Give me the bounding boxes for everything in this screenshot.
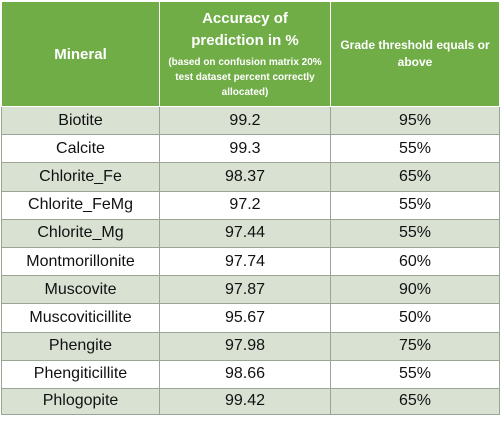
header-accuracy-title: Accuracy of prediction in % (191, 10, 299, 49)
cell-mineral: Calcite (1, 134, 160, 164)
cell-accuracy: 99.2 (159, 105, 331, 136)
cell-accuracy: 95.67 (159, 303, 331, 333)
cell-grade: 55% (330, 218, 500, 248)
table-row: Chlorite_Mg 97.44 55% (1, 218, 500, 248)
cell-grade: 50% (330, 303, 500, 333)
cell-grade: 65% (330, 387, 500, 415)
cell-mineral: Phlogopite (1, 387, 160, 415)
cell-mineral: Muscovite (1, 275, 160, 305)
cell-mineral: Muscoviticillite (1, 303, 160, 333)
header-row: Mineral Accuracy of prediction in % (bas… (1, 1, 500, 107)
cell-mineral: Phengite (1, 331, 160, 361)
cell-accuracy: 99.3 (159, 134, 331, 164)
cell-accuracy: 97.2 (159, 190, 331, 220)
cell-mineral: Chlorite_Mg (1, 218, 160, 248)
cell-grade: 90% (330, 275, 500, 305)
mineral-accuracy-table: Mineral Accuracy of prediction in % (bas… (1, 1, 500, 415)
cell-accuracy: 97.98 (159, 331, 331, 361)
table-row: Chlorite_Fe 98.37 65% (1, 162, 500, 192)
table-row: Biotite 99.2 95% (1, 105, 500, 136)
cell-accuracy: 97.44 (159, 218, 331, 248)
cell-mineral: Chlorite_Fe (1, 162, 160, 192)
header-grade: Grade threshold equals or above (330, 1, 500, 107)
cell-accuracy: 98.66 (159, 359, 331, 389)
cell-mineral: Montmorillonite (1, 246, 160, 277)
table-row: Chlorite_FeMg 97.2 55% (1, 190, 500, 220)
cell-grade: 60% (330, 246, 500, 277)
header-accuracy-subtitle: (based on confusion matrix 20% test data… (168, 57, 322, 98)
cell-grade: 65% (330, 162, 500, 192)
cell-grade: 55% (330, 190, 500, 220)
cell-mineral: Phengiticillite (1, 359, 160, 389)
cell-accuracy: 97.74 (159, 246, 331, 277)
header-mineral: Mineral (1, 1, 160, 107)
cell-grade: 55% (330, 134, 500, 164)
cell-grade: 75% (330, 331, 500, 361)
table-row: Montmorillonite 97.74 60% (1, 246, 500, 277)
cell-accuracy: 98.37 (159, 162, 331, 192)
cell-grade: 55% (330, 359, 500, 389)
cell-accuracy: 97.87 (159, 275, 331, 305)
table-row: Phengiticillite 98.66 55% (1, 359, 500, 389)
table-row: Muscoviticillite 95.67 50% (1, 303, 500, 333)
cell-accuracy: 99.42 (159, 387, 331, 415)
cell-mineral: Chlorite_FeMg (1, 190, 160, 220)
table-row: Phengite 97.98 75% (1, 331, 500, 361)
table-row: Phlogopite 99.42 65% (1, 387, 500, 415)
cell-grade: 95% (330, 105, 500, 136)
header-accuracy: Accuracy of prediction in % (based on co… (159, 1, 331, 107)
cell-mineral: Biotite (1, 105, 160, 136)
table-row: Calcite 99.3 55% (1, 134, 500, 164)
table-row: Muscovite 97.87 90% (1, 275, 500, 305)
